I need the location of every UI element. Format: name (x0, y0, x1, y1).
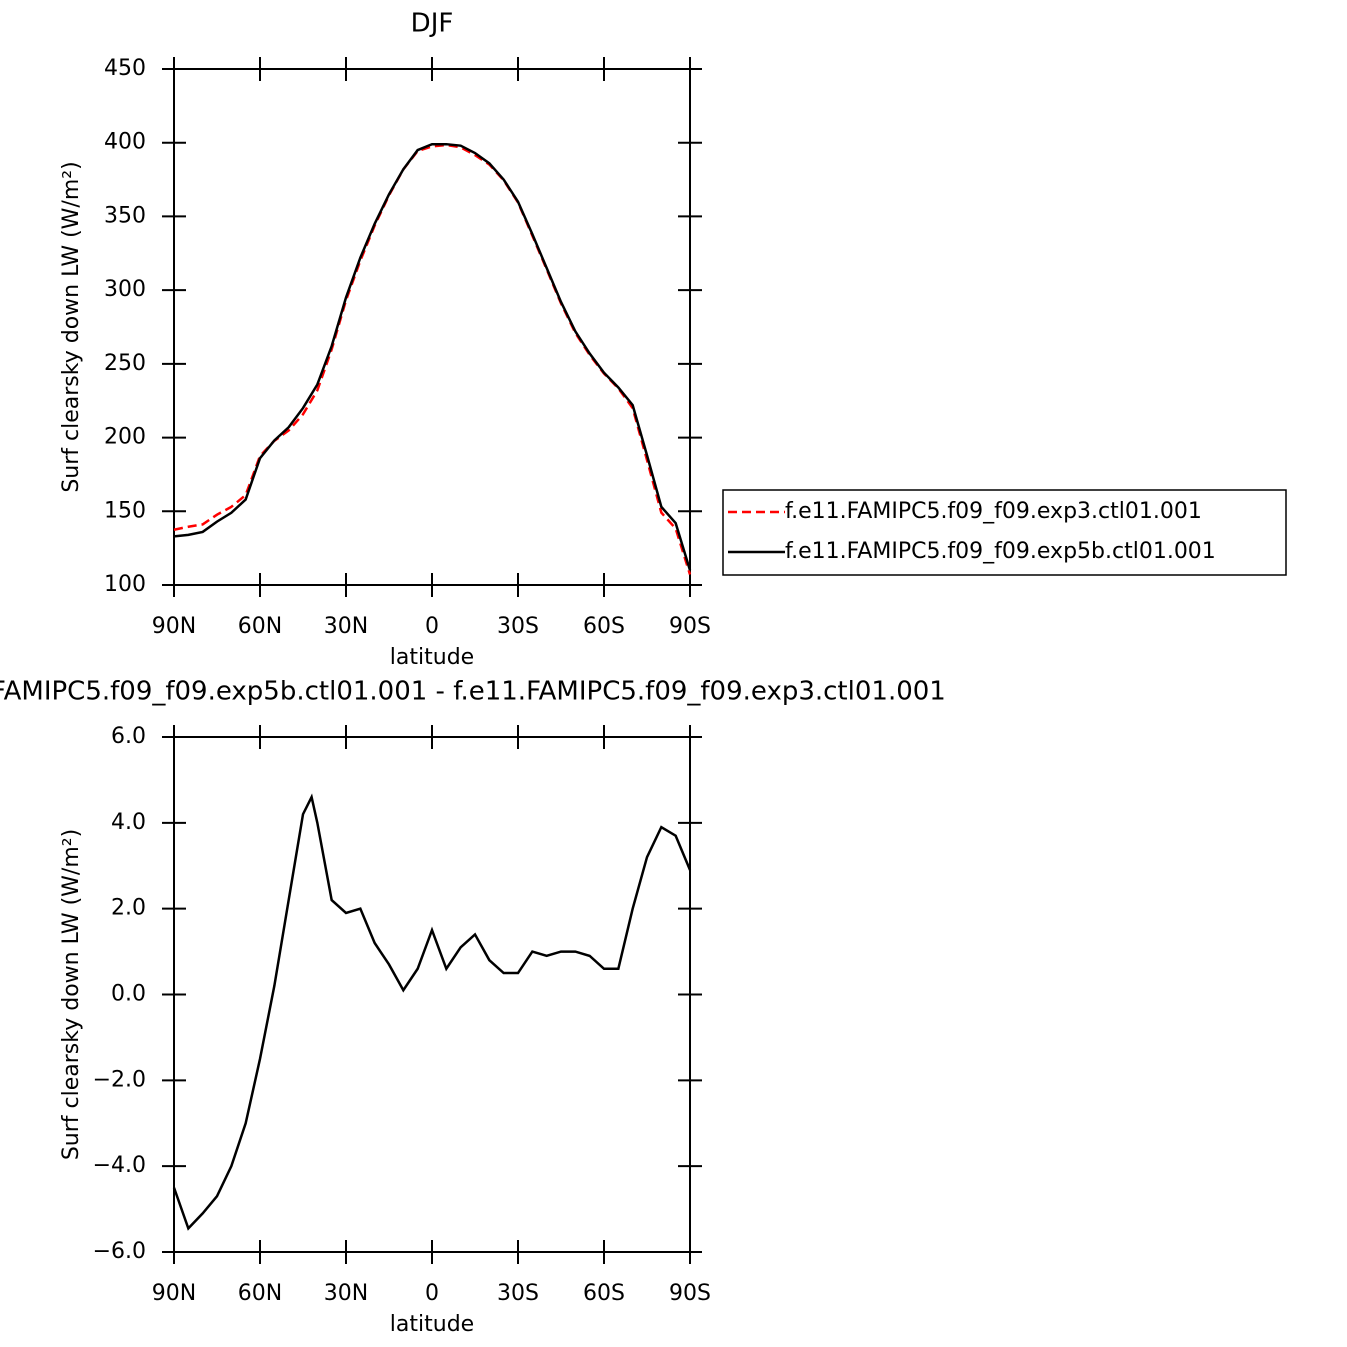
chart-title: DJF (411, 9, 454, 39)
x-tick-label: 60N (238, 1281, 282, 1306)
y-tick-label: 0.0 (111, 982, 146, 1007)
x-axis-label: latitude (390, 645, 474, 670)
x-tick-label: 0 (425, 1281, 439, 1306)
y-tick-label: 300 (104, 277, 146, 302)
legend-box (722, 489, 1287, 576)
y-tick-label: 100 (104, 572, 146, 597)
x-tick-label: 30S (497, 1281, 539, 1306)
x-tick-label: 90S (669, 614, 711, 639)
plot-frame (173, 68, 691, 586)
x-tick-label: 60N (238, 614, 282, 639)
series-line (173, 143, 692, 575)
y-tick-label: −6.0 (93, 1239, 146, 1264)
y-tick-label: −4.0 (93, 1153, 146, 1178)
y-tick-label: 250 (104, 351, 146, 376)
x-tick-label: 30S (497, 614, 539, 639)
y-tick-label: 150 (104, 498, 146, 523)
legend-label: f.e11.FAMIPC5.f09_f09.exp5b.ctl01.001 (785, 539, 1216, 564)
x-axis-label: latitude (390, 1312, 474, 1337)
y-tick-label: 4.0 (111, 810, 146, 835)
plot-frame (173, 736, 691, 1253)
y-axis-label: Surf clearsky down LW (W/m²) (59, 161, 84, 492)
x-tick-label: 90S (669, 1281, 711, 1306)
y-tick-label: 6.0 (111, 724, 146, 749)
x-tick-label: 30N (324, 614, 368, 639)
chart-title: f.e11.FAMIPC5.f09_f09.exp5b.ctl01.001 - … (0, 677, 946, 707)
y-tick-label: 350 (104, 203, 146, 228)
y-tick-label: −2.0 (93, 1067, 146, 1092)
x-tick-label: 60S (583, 1281, 625, 1306)
y-tick-label: 450 (104, 56, 146, 81)
x-tick-label: 0 (425, 614, 439, 639)
series-line (173, 142, 692, 571)
y-axis-label: Surf clearsky down LW (W/m²) (59, 829, 84, 1160)
legend-label: f.e11.FAMIPC5.f09_f09.exp3.ctl01.001 (785, 499, 1202, 524)
y-tick-label: 2.0 (111, 896, 146, 921)
x-tick-label: 60S (583, 614, 625, 639)
x-tick-label: 90N (152, 1281, 196, 1306)
x-tick-label: 30N (324, 1281, 368, 1306)
y-tick-label: 400 (104, 130, 146, 155)
y-tick-label: 200 (104, 425, 146, 450)
series-line (172, 793, 692, 1231)
x-tick-label: 90N (152, 614, 196, 639)
